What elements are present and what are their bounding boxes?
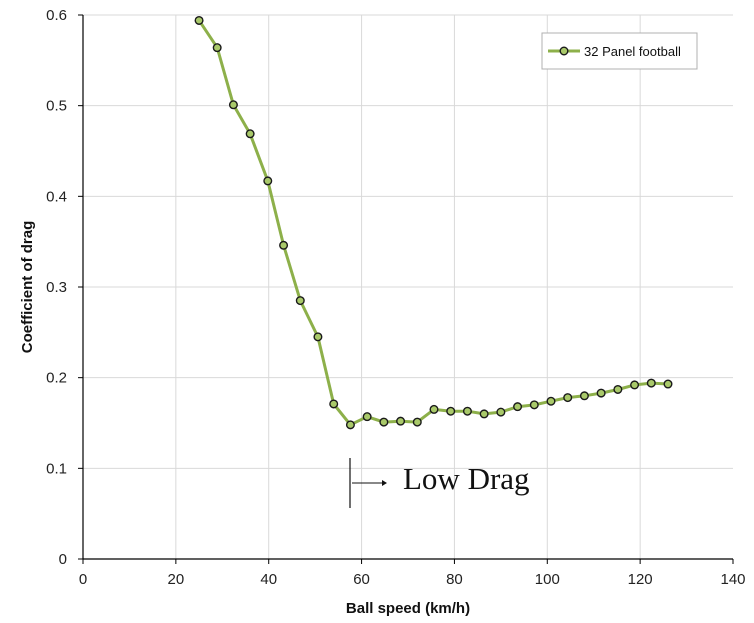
data-point (345, 420, 355, 430)
x-tick-label: 60 (353, 571, 370, 588)
data-point (563, 393, 573, 403)
data-point (663, 379, 673, 389)
y-tick-label: 0.4 (46, 188, 67, 205)
data-point (462, 406, 472, 416)
data-point (279, 240, 289, 250)
y-tick-label: 0.5 (46, 98, 67, 115)
data-point (412, 417, 422, 427)
data-point (362, 412, 372, 422)
y-tick-label: 0.3 (46, 279, 67, 296)
y-tick-labels: 0 0.1 0.2 0.3 0.4 0.5 0.6 (46, 7, 67, 568)
data-point (579, 391, 589, 401)
data-point (546, 396, 556, 406)
axes (78, 14, 734, 564)
data-point (446, 406, 456, 416)
data-point (245, 129, 255, 139)
data-point (479, 409, 489, 419)
x-tick-label: 20 (168, 571, 185, 588)
y-tick-label: 0 (59, 551, 67, 568)
data-point (263, 176, 273, 186)
data-point (613, 384, 623, 394)
y-tick-label: 0.6 (46, 7, 67, 24)
data-point (646, 378, 656, 388)
data-point (194, 15, 204, 25)
data-point (513, 402, 523, 412)
data-point (429, 404, 439, 414)
x-tick-label: 120 (628, 571, 653, 588)
legend-marker-swatch (559, 46, 569, 56)
x-tick-label: 0 (79, 571, 87, 588)
x-tick-label: 100 (535, 571, 560, 588)
data-point (329, 399, 339, 409)
x-tick-labels: 0 20 40 60 80 100 120 140 (79, 571, 746, 588)
data-point (630, 380, 640, 390)
x-tick-label: 40 (260, 571, 277, 588)
x-tick-label: 140 (720, 571, 745, 588)
data-point (379, 417, 389, 427)
series-layer (194, 15, 673, 430)
gridlines (83, 14, 733, 559)
x-tick-label: 80 (446, 571, 463, 588)
y-tick-label: 0.2 (46, 370, 67, 387)
y-axis-label: Coefficient of drag (19, 221, 36, 354)
data-point (212, 43, 222, 53)
annotation-label: Low Drag (403, 461, 530, 496)
data-point (396, 416, 406, 426)
annotation-arrow-head (382, 480, 387, 486)
low-drag-annotation: Low Drag (349, 458, 530, 508)
data-point (313, 332, 323, 342)
legend: 32 Panel football (541, 32, 698, 70)
data-point (529, 400, 539, 410)
legend-label: 32 Panel football (584, 44, 681, 59)
data-point (596, 388, 606, 398)
data-point (228, 100, 238, 110)
data-point (295, 296, 305, 306)
y-tick-label: 0.1 (46, 460, 67, 477)
x-axis-label: Ball speed (km/h) (346, 600, 470, 617)
data-point (496, 407, 506, 417)
